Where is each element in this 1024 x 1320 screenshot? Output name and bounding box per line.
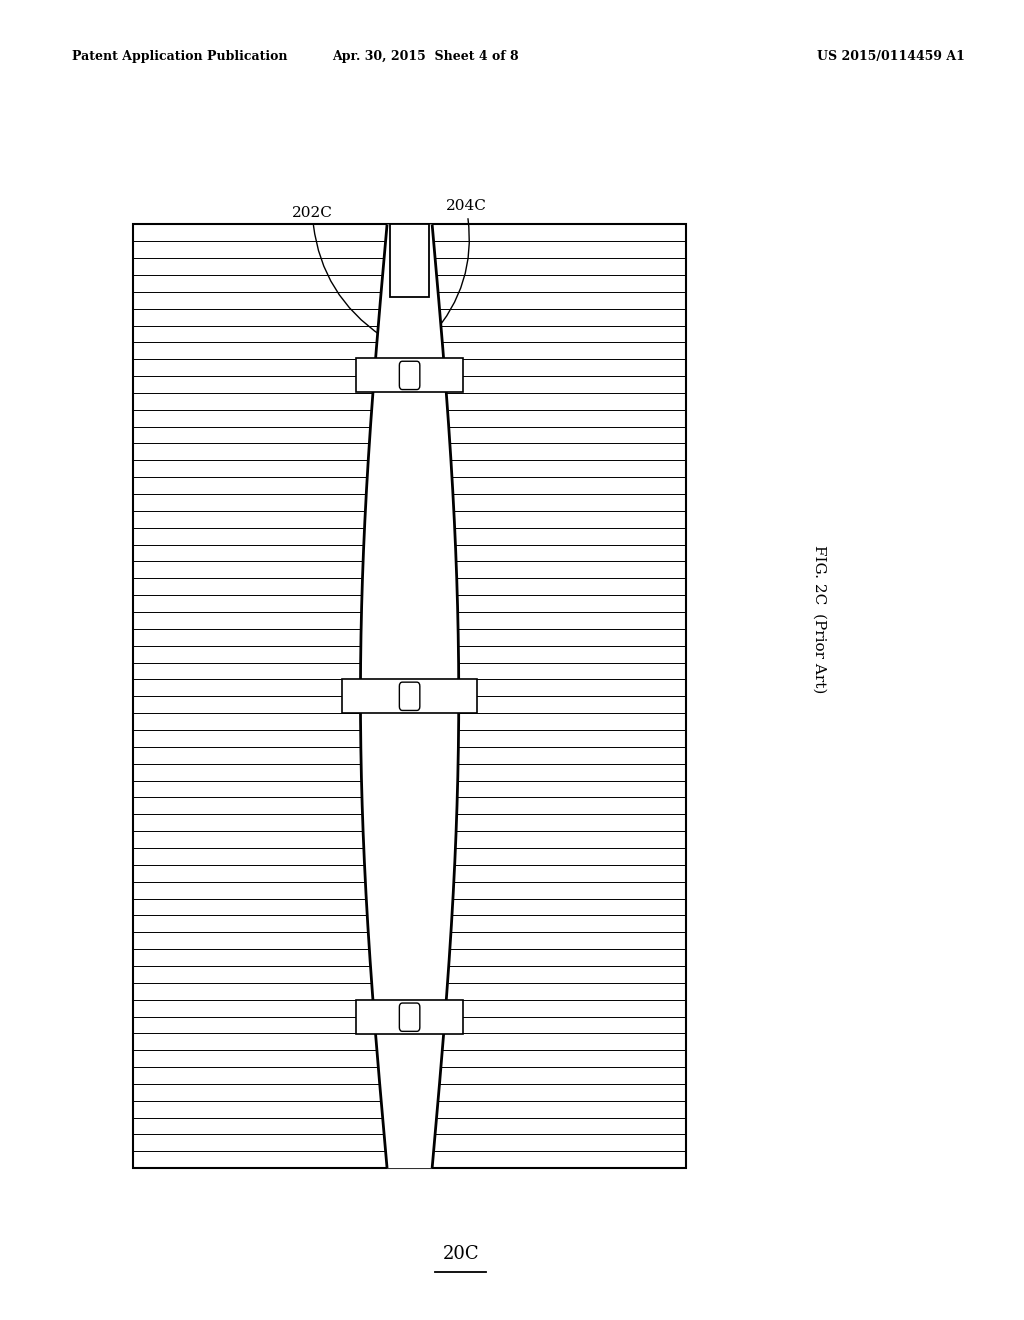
Text: Patent Application Publication: Patent Application Publication: [72, 50, 287, 63]
FancyBboxPatch shape: [399, 682, 420, 710]
Bar: [355, 1001, 464, 1034]
Text: US 2015/0114459 A1: US 2015/0114459 A1: [817, 50, 965, 63]
Text: (Prior Art): (Prior Art): [812, 614, 826, 693]
Text: FIG. 2C: FIG. 2C: [812, 545, 826, 603]
Text: 20C: 20C: [442, 1245, 479, 1263]
FancyBboxPatch shape: [399, 362, 420, 389]
Text: 202C: 202C: [292, 206, 382, 337]
Text: 204C: 204C: [432, 199, 486, 335]
Text: Apr. 30, 2015  Sheet 4 of 8: Apr. 30, 2015 Sheet 4 of 8: [332, 50, 518, 63]
FancyBboxPatch shape: [399, 1003, 420, 1031]
Bar: [342, 680, 477, 713]
Bar: [133, 224, 686, 1168]
Bar: [355, 359, 464, 392]
Bar: [390, 224, 429, 297]
Polygon shape: [360, 224, 459, 1168]
